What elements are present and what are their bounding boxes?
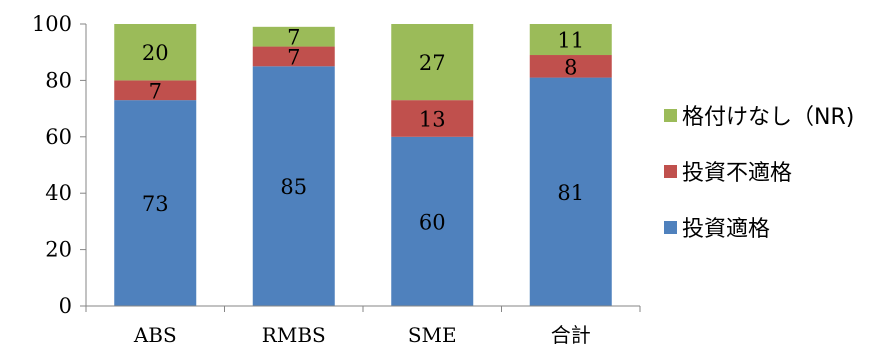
data-label: 7 — [287, 45, 300, 69]
y-axis: 0 20 40 60 80 100 — [32, 12, 87, 318]
bar-segment — [252, 26, 335, 47]
bar-segment — [252, 46, 335, 67]
legend-label: 投資適格 — [682, 217, 770, 242]
bar-segment — [391, 24, 474, 101]
bar-stack: 60 13 27 — [391, 24, 474, 306]
data-label: 11 — [557, 29, 584, 53]
legend-swatch — [664, 109, 677, 122]
data-label: 13 — [419, 107, 446, 131]
y-tick-label: 80 — [45, 68, 72, 92]
bar-segment — [114, 24, 197, 81]
y-tick-label: 60 — [45, 125, 72, 149]
data-label: 7 — [287, 26, 300, 50]
legend-label: 投資不適格 — [682, 161, 792, 186]
bar-segment — [114, 100, 197, 306]
y-tick-label: 0 — [59, 294, 72, 318]
x-tick-label: RMBS — [262, 323, 326, 347]
bar-stack: 81 811 — [529, 24, 612, 306]
data-label: 73 — [142, 192, 169, 216]
legend-label: 格付けなし（NR) — [682, 105, 854, 130]
bar-stack: 85 77 — [252, 26, 335, 306]
legend-swatch — [664, 165, 677, 178]
data-label: 7 — [149, 79, 162, 103]
data-label: 27 — [419, 51, 446, 75]
legend-item: 投資不適格 — [664, 161, 792, 186]
data-label: 81 — [557, 181, 584, 205]
x-tick-label: SME — [408, 323, 457, 347]
bar-segment — [114, 80, 197, 101]
legend-swatch — [664, 221, 677, 234]
data-label: 8 — [564, 55, 577, 79]
bar-segment — [529, 77, 612, 306]
bar-segment — [529, 55, 612, 78]
bar-segment — [529, 24, 612, 56]
data-label: 20 — [142, 41, 169, 65]
bar-stack: 73 7 20 — [114, 24, 197, 306]
bar-segment — [391, 100, 474, 137]
y-tick-label: 20 — [45, 238, 72, 262]
bar-segment — [252, 66, 335, 306]
legend-item: 格付けなし（NR) — [664, 105, 854, 130]
data-label: 85 — [280, 175, 307, 199]
x-axis: ABS RMBS SME 合計 — [85, 305, 641, 347]
legend-item: 投資適格 — [664, 217, 770, 242]
y-tick-label: 40 — [45, 181, 72, 205]
x-tick-label: ABS — [133, 323, 177, 347]
y-tick-label: 100 — [32, 12, 72, 36]
data-label: 60 — [419, 210, 446, 234]
x-tick-label: 合計 — [551, 323, 591, 347]
bar-segment — [391, 136, 474, 306]
